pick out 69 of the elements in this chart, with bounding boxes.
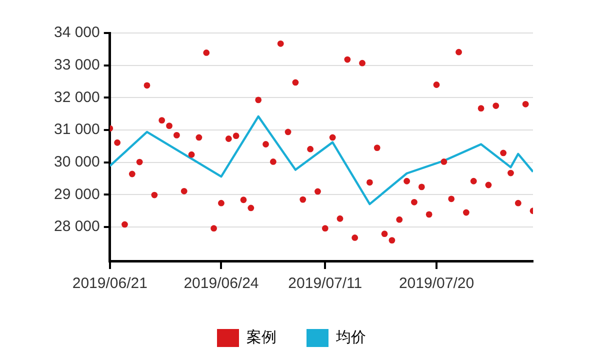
point	[404, 178, 410, 184]
point	[492, 102, 500, 109]
point	[277, 40, 284, 47]
point	[292, 79, 299, 86]
y-tick-label: 30 000	[54, 154, 100, 170]
point	[196, 134, 202, 141]
point	[462, 209, 470, 216]
point	[210, 225, 218, 232]
point	[329, 134, 336, 141]
y-tick-label: 31 000	[54, 121, 100, 138]
point	[284, 128, 292, 136]
point	[255, 96, 262, 104]
point	[136, 158, 143, 166]
point	[500, 150, 507, 156]
x-tick-label: 2019/06/24	[184, 275, 259, 292]
point	[336, 215, 344, 222]
point	[232, 132, 240, 140]
point	[433, 82, 440, 88]
point	[514, 200, 522, 206]
point	[166, 122, 172, 130]
point	[188, 151, 195, 158]
point	[411, 198, 418, 206]
point	[470, 178, 477, 184]
point	[114, 139, 120, 146]
point	[151, 192, 158, 198]
point	[456, 48, 462, 56]
x-tick-label: 2019/07/11	[288, 275, 362, 292]
point	[144, 82, 150, 89]
legend-label: 均价	[335, 329, 366, 346]
point	[366, 179, 373, 186]
point	[374, 144, 380, 152]
point	[388, 237, 396, 244]
point	[158, 117, 166, 124]
point	[225, 136, 232, 142]
point	[173, 132, 180, 138]
point	[270, 158, 276, 165]
x-tick-label: 2019/07/20	[398, 275, 474, 292]
point	[440, 158, 448, 165]
point	[344, 56, 351, 63]
point	[203, 50, 210, 56]
point	[240, 196, 247, 204]
point	[128, 170, 136, 178]
y-tick-label: 32 000	[54, 88, 100, 106]
point	[418, 184, 425, 190]
point	[218, 200, 224, 206]
point	[122, 221, 128, 228]
y-tick-label: 29 000	[54, 186, 100, 203]
legend-label: 案例	[246, 329, 276, 346]
point	[300, 196, 306, 203]
y-tick-label: 34 000	[54, 24, 100, 42]
point	[478, 105, 484, 112]
point	[352, 234, 358, 241]
point	[381, 230, 388, 238]
point	[314, 188, 321, 195]
x-tick-label: 2019/06/21	[72, 275, 148, 292]
point	[508, 170, 514, 176]
point	[485, 182, 492, 188]
y-tick-label: 33 000	[54, 56, 100, 74]
point	[359, 60, 366, 66]
point	[322, 225, 328, 232]
point	[307, 146, 314, 152]
point	[248, 204, 254, 212]
point	[396, 216, 403, 223]
point	[522, 100, 529, 108]
point	[448, 196, 455, 202]
y-tick-label: 28 000	[54, 218, 100, 236]
point	[426, 211, 432, 218]
point	[262, 141, 269, 148]
point	[180, 188, 188, 194]
